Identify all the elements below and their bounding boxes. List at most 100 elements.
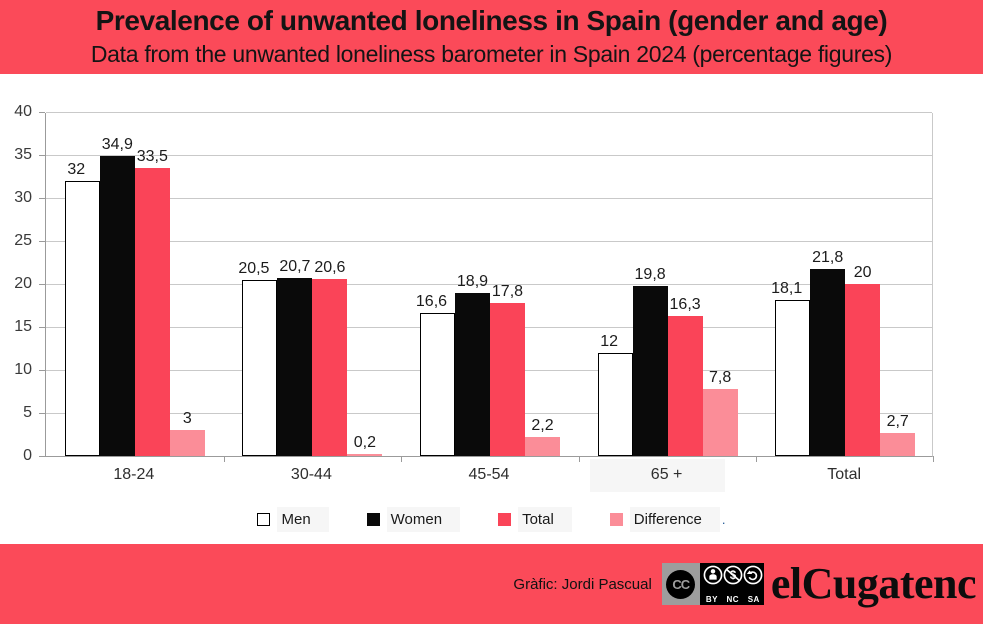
bar-total-30-44 [312,278,348,456]
category-highlight-65plus [590,459,725,492]
legend-item-total: Total [498,506,572,532]
y-axis-label-40: 40 [14,103,32,120]
bar-total-Total [845,284,881,456]
cc-label-nc: NC [726,595,740,604]
y-axis-tick [39,198,45,199]
y-axis-tick [39,284,45,285]
y-axis-tick [39,155,45,156]
bar-value-label: 21,8 [812,248,844,266]
bar-men-30-44 [242,279,278,456]
bar-value-label: 32 [67,160,86,178]
bar-value-label: 12 [600,332,618,350]
y-axis-label-0: 0 [23,447,32,464]
x-axis-label-Total: Total [827,466,862,483]
legend-swatch-women [366,512,380,526]
legend: Men Women Total Difference. [0,504,983,534]
bar-value-label: 16,3 [669,295,701,313]
cc-badge-labels: BY NC SA [703,595,763,604]
bar-difference-30-44 [347,454,383,456]
bar-value-label: 17,8 [491,282,524,300]
y-axis-label-10: 10 [14,361,32,378]
bar-value-label: 3 [182,410,192,428]
bar-women-Total [810,268,846,456]
cc-icon-text: CC [672,576,690,592]
bar-value-label: 20 [853,264,872,281]
bar-total-45-54 [489,302,525,456]
cc-icon: CC [661,563,700,605]
bar-difference-65+ [702,388,738,456]
bar-men-18-24 [64,180,100,456]
bar-women-65+ [632,285,668,456]
legend-swatch-total [498,512,512,526]
gridline-35 [46,155,932,156]
bar-value-label: 2,7 [886,412,909,430]
y-axis-tick [39,456,45,457]
y-axis-tick [39,241,45,242]
x-axis-labels: 18-24 30-44 45-54 65 + Total [45,463,933,487]
chart-subtitle: Data from the unwanted loneliness barome… [90,41,893,67]
x-axis-tick [578,456,580,462]
bar-women-18-24 [99,155,135,456]
x-axis-tick [223,456,225,462]
y-axis-label-30: 30 [14,189,32,206]
bar-women-30-44 [277,277,313,456]
bar-difference-Total [880,432,916,456]
cc-license-badge: CC $ [661,563,766,605]
cc-label-by: BY [705,595,718,604]
legend-label-difference: Difference [629,506,720,532]
gridline-30 [46,198,932,199]
bar-group-30-44: 20,5 20,7 20,6 0,2 [224,113,402,456]
bar-value-label: 18,1 [771,280,803,298]
y-axis-tick [39,327,45,328]
legend-label-women: Women [386,506,461,532]
credit-text: Gràfic: Jordi Pascual [513,575,652,593]
bar-value-label: 20,7 [279,257,311,275]
x-axis-label-65+: 65 + [650,466,683,483]
logo-elcugatenc: elCugatenc [770,559,977,608]
legend-swatch-men [257,512,271,526]
y-axis-label-20: 20 [14,275,32,292]
y-axis-label-5: 5 [23,404,32,421]
bar-total-65+ [667,315,703,456]
gridline-25 [46,241,932,242]
cc-badge-icons: $ [703,565,763,585]
bar-value-label: 2,2 [531,417,554,435]
plot-area: 32 34,9 33,5 3 20,5 20,7 20,6 0,2 16,6 18,9 17,8 2,… [45,112,934,462]
cc-label-sa: SA [747,595,760,604]
sa-share-alike-icon [743,565,763,585]
chart-area: 0 5 10 15 20 25 30 35 40 32 34,9 33,5 3 20,5 20,7 20,6… [0,74,983,544]
legend-item-women: Women [366,506,461,532]
x-axis-tick [933,456,934,462]
bar-difference-45-54 [524,437,560,456]
bar-value-label: 34,9 [101,135,133,153]
bar-men-Total [775,300,811,456]
legend-label-total: Total [518,506,572,532]
bar-group-Total: 18,1 21,8 20 2,7 [756,113,934,456]
y-axis-tick [39,370,45,371]
x-axis-label-18-24: 18-24 [113,466,155,483]
y-axis-tick [39,112,45,113]
x-axis-tick [401,456,403,462]
bar-group-65+: 12 19,8 16,3 7,8 [579,113,757,456]
chart-title: Prevalence of unwanted loneliness in Spa… [95,5,888,36]
legend-swatch-difference [609,512,623,526]
bar-women-45-54 [454,293,490,456]
bar-group-18-24: 32 34,9 33,5 3 [46,113,224,456]
legend-item-difference: Difference. [609,506,726,532]
y-axis-label-35: 35 [14,146,32,163]
y-axis-label-25: 25 [14,232,32,249]
gridline-20 [46,284,932,285]
y-axis-label-15: 15 [14,318,32,335]
legend-label-men: Men [277,506,329,532]
x-axis-tick [756,456,758,462]
cc-badge-right: $ BY NC SA [700,563,766,605]
bar-value-label: 19,8 [634,265,666,283]
bar-value-label: 0,2 [353,434,377,452]
x-axis-label-30-44: 30-44 [290,466,332,483]
bar-value-label: 18,9 [456,273,489,291]
bar-difference-18-24 [169,430,205,456]
chart-footer: Gràfic: Jordi Pascual CC [0,544,983,624]
bar-value-label: 7,8 [708,368,732,386]
gridline-40 [46,112,932,113]
